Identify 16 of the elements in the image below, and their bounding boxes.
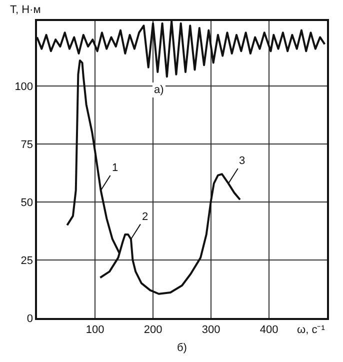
annotation: 2 bbox=[142, 211, 148, 223]
text: б) bbox=[177, 342, 187, 354]
y-tick-label: 100 bbox=[14, 80, 34, 93]
annotation: а) bbox=[154, 84, 164, 96]
y-axis-title: T, Н·м bbox=[10, 4, 41, 16]
annotation: 1 bbox=[112, 162, 118, 174]
y-tick-label: 50 bbox=[20, 196, 34, 209]
x-tick-label: 400 bbox=[260, 324, 278, 336]
y-tick-label: 75 bbox=[20, 138, 34, 151]
x-tick-label: 300 bbox=[202, 324, 220, 336]
y-tick-label: 0 bbox=[26, 312, 34, 325]
x-tick-label: 200 bbox=[144, 324, 162, 336]
x-axis-title: ω, с⁻¹ bbox=[297, 324, 326, 336]
annotation: 3 bbox=[239, 155, 246, 167]
x-tick-label: 100 bbox=[86, 324, 104, 336]
y-tick-label: 25 bbox=[20, 254, 34, 267]
